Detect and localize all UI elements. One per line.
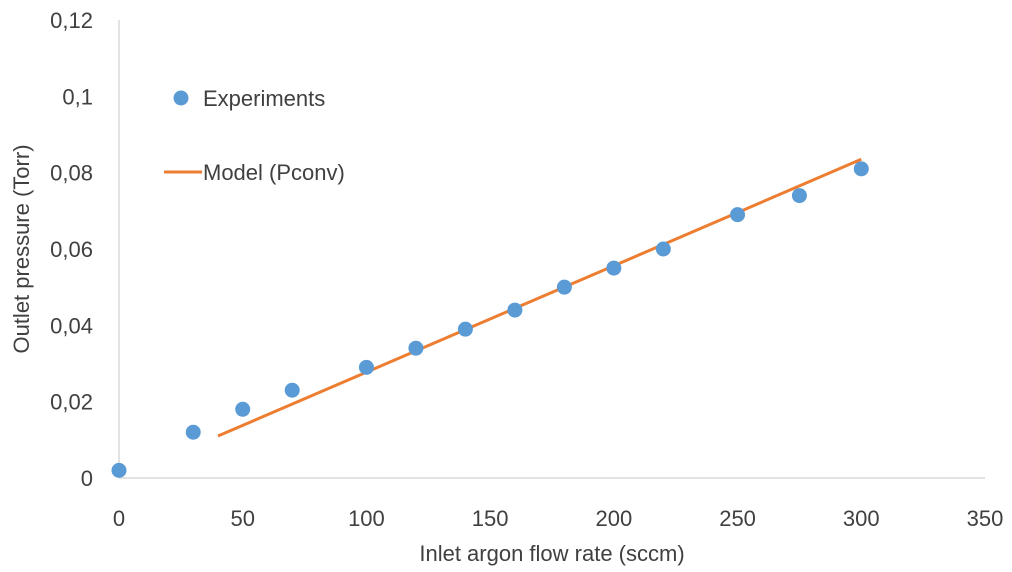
series <box>111 157 869 478</box>
tick-labels: 0 50 100 150 200 250 300 350 0 0,02 0,04 0,06 0,08 0,… <box>50 8 1003 531</box>
x-tick-label: 250 <box>719 506 756 531</box>
y-tick-label: 0 <box>81 466 93 491</box>
x-tick-label: 100 <box>348 506 385 531</box>
y-axis-title: Outlet pressure (Torr) <box>9 144 34 353</box>
model-line <box>217 157 862 438</box>
series-model <box>217 157 862 438</box>
data-point <box>556 279 572 295</box>
data-point <box>408 340 424 356</box>
legend-entry: Model (Pconv) <box>164 160 345 185</box>
data-point <box>111 462 127 478</box>
axes <box>118 20 985 479</box>
y-tick-label: 0,1 <box>62 84 93 109</box>
y-tick-label: 0,08 <box>50 161 93 186</box>
legend-label: Model (Pconv) <box>203 160 345 185</box>
y-tick-label: 0,02 <box>50 390 93 415</box>
data-point <box>457 321 473 337</box>
data-point <box>655 241 671 257</box>
x-tick-label: 350 <box>967 506 1004 531</box>
data-point <box>235 401 251 417</box>
data-point <box>730 207 746 223</box>
data-point <box>185 424 201 440</box>
data-point <box>507 302 523 318</box>
legend-label: Experiments <box>203 86 325 111</box>
data-point <box>284 382 300 398</box>
x-axis-title: Inlet argon flow rate (sccm) <box>419 541 684 566</box>
legend-entry: Experiments <box>173 86 325 111</box>
data-point <box>606 260 622 276</box>
y-tick-label: 0,04 <box>50 313 93 338</box>
series-experiments <box>111 161 869 478</box>
legend: Experiments Model (Pconv) <box>164 86 345 185</box>
x-tick-label: 200 <box>595 506 632 531</box>
data-point <box>358 359 374 375</box>
data-point <box>853 161 869 177</box>
data-point <box>791 188 807 204</box>
x-tick-label: 300 <box>843 506 880 531</box>
y-tick-label: 0,12 <box>50 8 93 33</box>
x-tick-label: 50 <box>230 506 254 531</box>
x-tick-label: 0 <box>113 506 125 531</box>
legend-marker <box>173 90 189 106</box>
y-tick-label: 0,06 <box>50 237 93 262</box>
x-tick-label: 150 <box>472 506 509 531</box>
